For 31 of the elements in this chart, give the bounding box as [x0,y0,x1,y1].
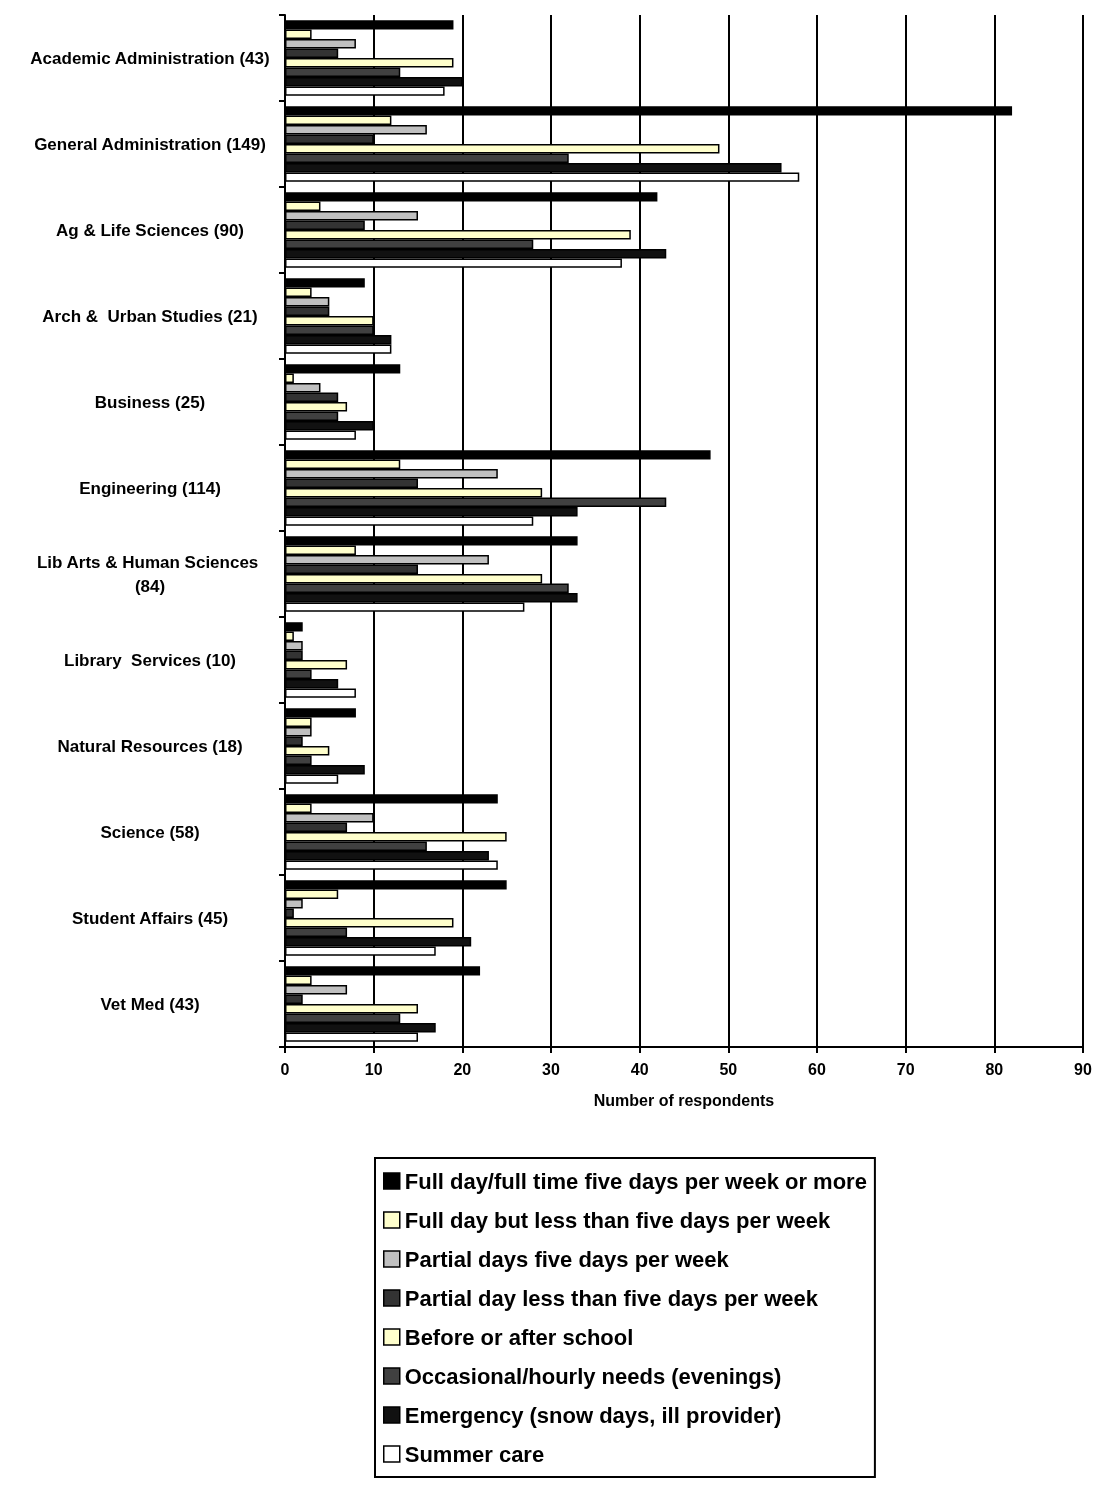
y-tick-label: Arch & Urban Studies (21) [42,306,258,326]
legend-label: Partial day less than five days per week [404,1285,819,1311]
x-tick-label: 30 [542,1060,560,1078]
legend-label: Emergency (snow days, ill provider) [404,1402,782,1428]
legend-label: Summer care [404,1441,545,1467]
legend-label: Before or after school [404,1324,634,1350]
y-tick-label: Natural Resources (18) [57,736,243,756]
x-tick-label: 60 [808,1060,826,1078]
y-tick-label: Ag & Life Sciences (90) [55,220,245,240]
legend-label: Partial days five days per week [404,1246,730,1272]
y-tick-label: Science (58) [100,822,200,842]
x-tick-label: 90 [1074,1060,1092,1078]
x-tick-label: 20 [453,1060,472,1078]
legend-label: Full day but less than five days per week [404,1207,831,1233]
y-tick-label: Engineering (114) [79,478,221,498]
x-tick-label: 40 [630,1060,649,1078]
x-axis-title: Number of respondents [593,1091,775,1109]
x-tick-label: 70 [896,1060,915,1078]
x-tick-label: 0 [280,1060,290,1078]
legend-label: Full day/full time five days per week or more [404,1168,867,1194]
y-tick-label: Business (25) [94,392,206,412]
y-tick-label: Student Affairs (45) [71,908,229,928]
x-tick-label: 50 [719,1060,738,1078]
y-tick-label: General Administration (149) [34,134,266,154]
y-tick-label: Library Services (10) [64,650,236,670]
x-tick-label: 80 [985,1060,1004,1078]
y-tick-label: Lib Arts & Human Sciences (84) [36,552,264,596]
x-tick-label: 10 [364,1060,383,1078]
y-tick-label: Academic Administration (43) [30,48,270,68]
y-tick-label: Vet Med (43) [100,994,200,1014]
legend-label: Occasional/hourly needs (evenings) [404,1363,782,1389]
